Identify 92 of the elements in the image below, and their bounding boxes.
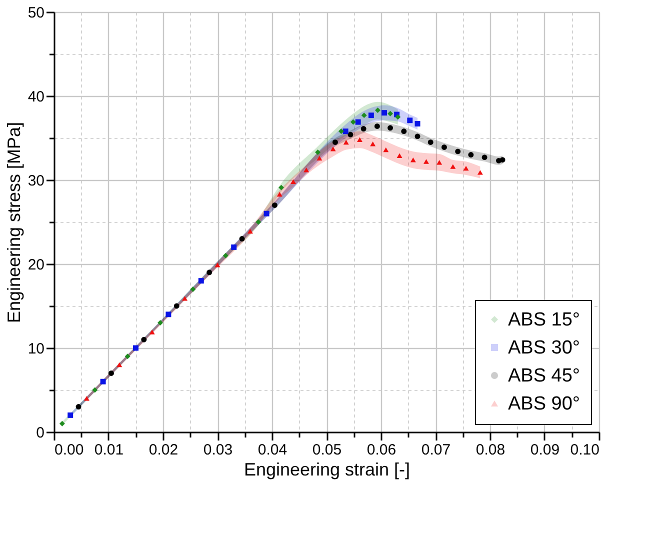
point (343, 140, 349, 145)
point (141, 336, 147, 342)
point (332, 139, 338, 145)
point (396, 153, 402, 158)
point (158, 320, 164, 326)
point (414, 120, 420, 126)
point (395, 114, 401, 120)
point (222, 252, 228, 258)
point (290, 179, 296, 184)
y-axis-title: Engineering stress [MPa] (4, 122, 24, 324)
point (198, 278, 204, 284)
point (68, 412, 74, 418)
point (463, 166, 469, 171)
legend-label: ABS 45° (508, 366, 580, 386)
point (423, 159, 429, 164)
x-tick-label: 0.01 (94, 442, 124, 458)
point (108, 370, 114, 376)
point (388, 110, 394, 116)
point (338, 128, 344, 134)
x-tick-label: 0.03 (203, 442, 233, 458)
x-tick-label: 0.08 (476, 442, 506, 458)
point (272, 202, 278, 208)
x-tick-label: 0.09 (530, 442, 560, 458)
x-tick-label: 0.06 (366, 442, 396, 458)
point (355, 119, 361, 125)
point (166, 312, 172, 318)
legend-label: ABS 30° (508, 338, 580, 358)
point (278, 184, 284, 190)
point (500, 157, 506, 163)
point (206, 270, 212, 276)
y-tick-label: 0 (36, 424, 44, 442)
y-tick-label: 20 (28, 256, 44, 274)
point (239, 236, 245, 242)
point (428, 139, 434, 145)
point (149, 330, 155, 334)
point (388, 125, 394, 131)
point (76, 404, 82, 410)
point (441, 144, 447, 150)
x-tick-label: 0.02 (148, 442, 178, 458)
point (477, 170, 483, 175)
point (374, 124, 380, 129)
point (247, 228, 253, 234)
y-tick-label: 50 (28, 4, 44, 22)
point (342, 128, 348, 134)
point (84, 396, 90, 401)
point (407, 118, 413, 124)
point (231, 244, 237, 250)
point (374, 108, 380, 114)
point (368, 112, 374, 118)
point (348, 132, 354, 138)
legend-label: ABS 90° (508, 394, 580, 414)
point (450, 164, 456, 169)
point (414, 134, 420, 140)
point (315, 150, 321, 156)
point (383, 147, 389, 152)
point (174, 303, 180, 309)
point (116, 362, 122, 368)
point (382, 110, 388, 116)
point (264, 210, 270, 216)
point (133, 345, 138, 351)
x-tick-label: 0.05 (312, 442, 342, 458)
x-tick-label: 0.04 (258, 442, 288, 458)
text: 0.00 (54, 442, 84, 458)
point (182, 296, 188, 301)
point (276, 192, 282, 197)
point (350, 119, 356, 125)
point (100, 378, 106, 384)
point (455, 148, 461, 154)
point (59, 420, 65, 426)
legend-label: ABS 15° (508, 310, 580, 330)
point (361, 112, 367, 118)
point (357, 137, 362, 142)
point (360, 126, 366, 132)
x-tick-label: 0.07 (421, 442, 451, 458)
x-axis-title: Engineering strain [-] (244, 460, 410, 480)
point (401, 128, 407, 134)
point (468, 152, 474, 158)
point (92, 387, 98, 393)
y-tick-label: 30 (28, 172, 44, 190)
y-tick-label: 40 (28, 88, 44, 106)
point (190, 286, 196, 292)
point (124, 354, 130, 360)
point (316, 156, 322, 161)
point (482, 154, 488, 160)
point (256, 219, 262, 225)
point (410, 157, 416, 162)
y-tick-label: 10 (28, 340, 44, 358)
point (370, 142, 376, 146)
point (436, 160, 442, 165)
point (330, 146, 336, 152)
text: 0.10 (570, 442, 600, 458)
point (304, 168, 310, 172)
